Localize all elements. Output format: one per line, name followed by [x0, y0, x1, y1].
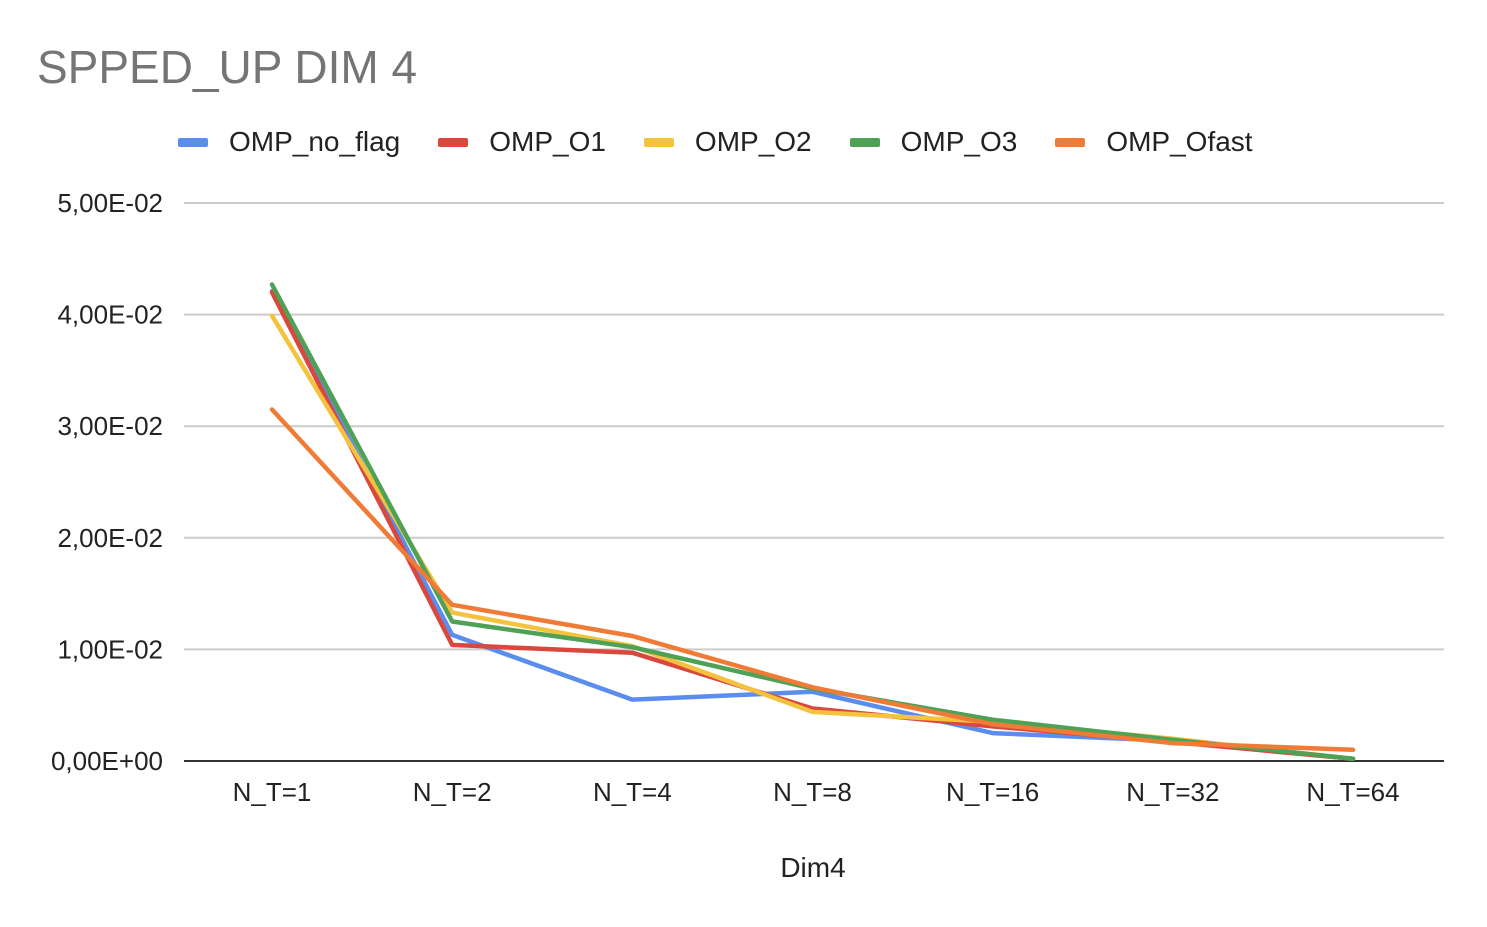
y-tick-label: 0,00E+00 [51, 746, 163, 776]
chart-title: SPPED_UP DIM 4 [37, 41, 418, 93]
x-tick-label: N_T=16 [946, 777, 1039, 807]
legend-label: OMP_O2 [694, 126, 812, 157]
x-tick-label: N_T=32 [1126, 777, 1219, 807]
y-tick-label: 5,00E-02 [57, 188, 163, 218]
x-axis-label: Dim4 [780, 852, 845, 883]
y-tick-label: 4,00E-02 [57, 300, 163, 330]
y-tick-label: 2,00E-02 [57, 523, 163, 553]
x-tick-label: N_T=2 [413, 777, 492, 807]
legend-label: OMP_O1 [489, 126, 606, 157]
gridlines [184, 202, 1444, 762]
x-tick-label: N_T=64 [1306, 777, 1399, 807]
x-axis-ticks: N_T=1 N_T=2 N_T=4 N_T=8 N_T=16 N_T=32 N_T=64 [233, 777, 1400, 807]
legend-swatch [1055, 137, 1086, 147]
legend-swatch [849, 137, 880, 147]
x-tick-label: N_T=1 [233, 777, 312, 807]
series-line-omp-ofast[interactable] [269, 407, 1356, 753]
y-tick-label: 3,00E-02 [57, 411, 163, 441]
y-tick-label: 1,00E-02 [57, 634, 163, 664]
legend-item-omp-o3[interactable]: OMP_O3 [849, 126, 1018, 158]
legend-item-omp-o2[interactable]: OMP_O2 [643, 126, 812, 158]
x-tick-label: N_T=4 [593, 777, 672, 807]
legend-swatch [643, 137, 674, 147]
legend-swatch [438, 137, 469, 147]
legend-label: OMP_Ofast [1106, 126, 1253, 157]
legend-item-omp-no-flag[interactable]: OMP_no_flag [178, 126, 400, 158]
y-axis-ticks: 0,00E+00 1,00E-02 2,00E-02 3,00E-02 4,00E-02… [51, 188, 163, 776]
chart-legend: OMP_no_flag OMP_O1 OMP_O2 OMP_O3 OMP_Ofa… [178, 124, 1291, 160]
legend-item-omp-ofast[interactable]: OMP_Ofast [1055, 126, 1253, 158]
legend-label: OMP_O3 [900, 126, 1018, 157]
legend-label: OMP_no_flag [229, 126, 401, 157]
x-tick-label: N_T=8 [773, 777, 852, 807]
legend-item-omp-o1[interactable]: OMP_O1 [438, 126, 606, 158]
series-lines [269, 282, 1356, 762]
legend-swatch [178, 137, 208, 147]
